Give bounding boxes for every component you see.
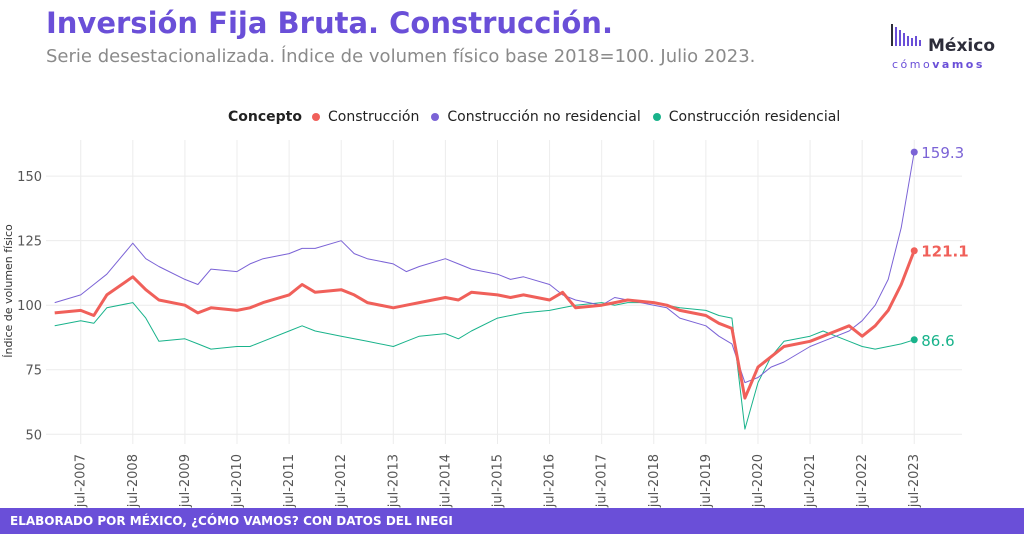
x-tick-label: jul-2023 [907, 454, 922, 508]
x-tick-label: jul-2011 [282, 454, 297, 508]
chart-legend: Concepto Construcción Construcción no re… [228, 107, 852, 127]
legend-label: Construcción [328, 109, 420, 125]
x-tick-label: jul-2017 [595, 454, 610, 508]
logo-bars-icon [891, 24, 921, 46]
end-value-label: 86.6 [921, 332, 954, 350]
x-tick-label: jul-2021 [803, 454, 818, 508]
x-tick-label: jul-2016 [543, 454, 558, 508]
x-tick-label: jul-2012 [334, 454, 349, 508]
series-line-residencial [54, 302, 915, 430]
x-tick-label: jul-2018 [647, 454, 662, 508]
x-tick-label: jul-2022 [855, 454, 870, 508]
legend-item-residencial: Construcción residencial [652, 109, 841, 125]
chart-subtitle: Serie desestacionalizada. Índice de volu… [46, 46, 756, 67]
y-tick-label: 75 [25, 364, 42, 379]
y-tick-label: 50 [25, 428, 42, 443]
x-tick-label: jul-2020 [751, 454, 766, 508]
legend-dot-icon [312, 113, 320, 121]
series-line-construccion [54, 250, 916, 400]
end-point-marker [910, 148, 918, 156]
legend-dot-icon [652, 113, 661, 121]
y-tick-label: 125 [17, 235, 42, 250]
legend-item-no-residencial: Construcción no residencial [431, 109, 641, 125]
x-tick-label: jul-2010 [230, 454, 245, 508]
chart-title: Inversión Fija Bruta. Construcción. [46, 6, 613, 40]
x-tick-label: jul-2008 [126, 454, 141, 508]
y-tick-label: 150 [17, 170, 42, 185]
logo-tagline: cómovamos [892, 58, 985, 71]
mexico-como-vamos-logo: México cómovamos [888, 18, 1006, 78]
footer-bar: ELABORADO POR MÉXICO, ¿CÓMO VAMOS? CON D… [0, 508, 1024, 534]
end-point-marker [910, 247, 918, 255]
logo-tag-bold: vamos [932, 58, 985, 71]
x-tick-label: jul-2014 [438, 454, 453, 508]
x-tick-label: jul-2007 [74, 454, 89, 508]
end-value-label: 159.3 [921, 144, 964, 162]
legend-label: Construcción residencial [668, 109, 841, 125]
y-tick-label: 100 [17, 299, 42, 314]
x-tick-label: jul-2009 [178, 454, 193, 508]
y-axis-label: Índice de volumen físico [2, 224, 15, 358]
line-chart: 50 75 100 125 150 jul-2007 jul-2008 jul-2009 jul… [2, 140, 969, 508]
x-tick-label: jul-2015 [490, 454, 505, 508]
legend-title: Concepto [228, 109, 302, 125]
end-value-label: 121.1 [921, 243, 968, 261]
x-tick-label: jul-2013 [386, 454, 401, 508]
legend-label: Construcción no residencial [447, 109, 641, 125]
footer-credit: ELABORADO POR MÉXICO, ¿CÓMO VAMOS? CON D… [10, 514, 453, 528]
x-tick-label: jul-2019 [699, 454, 714, 508]
series-line-no-residencial [54, 152, 915, 384]
legend-dot-icon [431, 113, 440, 121]
end-point-marker [910, 336, 918, 344]
legend-item-construccion: Construcción [312, 109, 419, 125]
logo-name: México [928, 36, 995, 56]
logo-tag-prefix: cómo [892, 58, 933, 71]
